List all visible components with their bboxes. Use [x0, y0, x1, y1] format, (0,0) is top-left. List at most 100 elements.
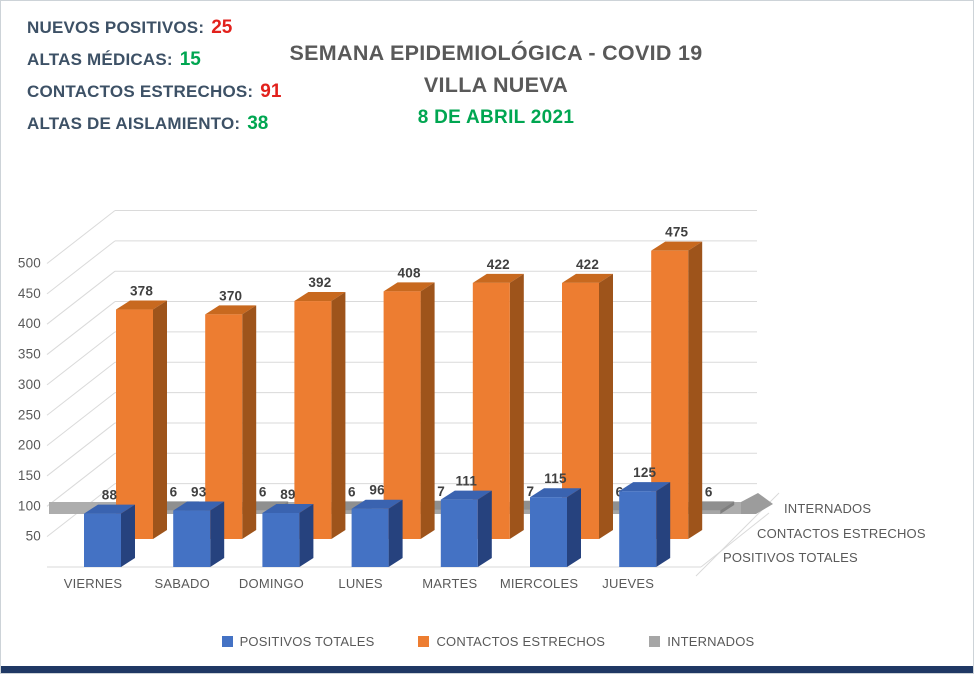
stat-value: 25: [211, 17, 233, 38]
bar-label-contactos-estrechos-domingo: 392: [308, 275, 331, 290]
bar-label-internados-jueves: 6: [705, 484, 713, 499]
stat-label: CONTACTOS ESTRECHOS:: [27, 82, 254, 101]
legend-swatch-gray: [649, 636, 661, 647]
bar-label-positivos-totales-domingo: 89: [280, 487, 295, 502]
x-axis-label: LUNES: [338, 576, 382, 591]
gridline-wall: [46, 301, 116, 355]
bar-positivos-totales-martes-side: [477, 490, 492, 567]
y-axis-tick: 300: [18, 377, 41, 392]
bar-contactos-estrechos-viernes-front: [116, 309, 153, 539]
gridline-wall: [46, 210, 116, 264]
bar-contactos-estrechos-domingo-top: [294, 292, 346, 302]
stat-value: 15: [179, 49, 201, 70]
bar-positivos-totales-lunes-front: [351, 508, 389, 567]
bar-contactos-estrechos-lunes-top: [383, 282, 435, 292]
bar-positivos-totales-miercoles-front: [530, 497, 567, 567]
legend-swatch-blue: [221, 636, 233, 647]
bar-positivos-totales-domingo-front: [262, 512, 300, 567]
bar-positivos-totales-domingo-side: [299, 503, 314, 567]
bar-positivos-totales-lunes-side: [388, 499, 403, 567]
bar-positivos-totales-miercoles-top: [530, 488, 581, 498]
bar-label-positivos-totales-lunes: 96: [369, 483, 385, 498]
x-axis-label: DOMINGO: [239, 576, 304, 591]
y-axis-tick: 450: [18, 286, 41, 301]
stat-value: 38: [247, 113, 269, 134]
bar-contactos-estrechos-jueves-side: [688, 241, 703, 540]
stat-value: 91: [260, 81, 282, 102]
bar-contactos-estrechos-sabado-side: [242, 305, 257, 539]
bar-contactos-estrechos-domingo-front: [294, 301, 332, 539]
bar-label-contactos-estrechos-jueves: 475: [665, 225, 688, 240]
bar-positivos-totales-viernes-top: [84, 504, 135, 514]
page-title: SEMANA EPIDEMIOLÓGICA - COVID 19: [289, 41, 703, 65]
gridline-wall: [46, 422, 116, 477]
bar-positivos-totales-martes-front: [440, 499, 478, 567]
depth-axis-label: CONTACTOS ESTRECHOS: [757, 526, 926, 541]
bar-positivos-totales-viernes-front: [84, 513, 121, 567]
x-axis-label: VIERNES: [64, 576, 123, 591]
bar-label-internados-martes: 7: [526, 484, 534, 499]
bar-contactos-estrechos-miercoles-side: [599, 273, 613, 539]
legend-item-positivos-totales: POSITIVOS TOTALES: [221, 634, 375, 649]
bar-internados-jueves-side: [720, 501, 735, 514]
page-subtitle: VILLA NUEVA: [423, 73, 569, 97]
back-floor-band-cap: [741, 493, 773, 514]
bar-positivos-totales-martes-top: [440, 490, 492, 500]
x-axis-label: MARTES: [422, 576, 477, 591]
stat-altas-medicas: ALTAS MÉDICAS: 15: [27, 49, 281, 71]
bar-label-contactos-estrechos-viernes: 378: [130, 284, 153, 299]
chart-legend: POSITIVOS TOTALES CONTACTOS ESTRECHOS IN…: [1, 634, 973, 649]
bar-positivos-totales-sabado-front: [173, 510, 211, 567]
y-axis-tick: 500: [18, 256, 41, 271]
y-axis-tick: 200: [18, 438, 41, 453]
gridline-wall: [46, 392, 116, 446]
report-date: 8 DE ABRIL 2021: [417, 107, 575, 128]
legend-item-contactos-estrechos: CONTACTOS ESTRECHOS: [418, 634, 605, 649]
bar-contactos-estrechos-martes-top: [472, 273, 524, 283]
bar-positivos-totales-domingo-top: [262, 503, 314, 513]
stat-altas-aislamiento: ALTAS DE AISLAMIENTO: 38: [27, 113, 281, 135]
y-axis-tick: 50: [26, 529, 41, 544]
floor-right-edge: [700, 512, 770, 568]
gridline-wall: [46, 331, 116, 386]
bar-positivos-totales-lunes-top: [351, 499, 403, 509]
legend-label: INTERNADOS: [667, 634, 755, 649]
bar-label-contactos-estrechos-martes: 422: [487, 257, 510, 272]
bar-label-internados-viernes: 6: [170, 484, 178, 499]
bar-positivos-totales-jueves-side: [656, 482, 671, 567]
x-axis-label: JUEVES: [602, 576, 654, 591]
bar-label-contactos-estrechos-sabado: 370: [219, 288, 242, 303]
stat-nuevos-positivos: NUEVOS POSITIVOS: 25: [27, 17, 281, 39]
depth-axis-label: INTERNADOS: [784, 501, 871, 516]
bar-contactos-estrechos-viernes-top: [116, 300, 167, 310]
legend-label: CONTACTOS ESTRECHOS: [436, 634, 606, 649]
x-axis-label: MIERCOLES: [500, 576, 579, 591]
legend-item-internados: INTERNADOS: [649, 634, 754, 649]
gridline-wall: [46, 240, 116, 295]
y-axis-tick: 100: [18, 498, 41, 513]
bar-contactos-estrechos-viernes-side: [153, 300, 167, 539]
bottom-accent-bar: [1, 666, 973, 673]
bar-positivos-totales-jueves-front: [619, 491, 657, 567]
bar-positivos-totales-viernes-side: [121, 504, 135, 567]
bar-label-positivos-totales-miercoles: 115: [544, 471, 567, 486]
gridline-wall: [46, 452, 116, 507]
bar-contactos-estrechos-jueves-top: [651, 241, 703, 251]
bar-label-internados-domingo: 6: [348, 484, 356, 499]
bar-positivos-totales-sabado-side: [210, 501, 225, 567]
legend-swatch-orange: [418, 636, 430, 647]
depth-axis-label: POSITIVOS TOTALES: [723, 550, 858, 565]
bar-label-internados-lunes: 7: [437, 484, 445, 499]
bar-label-positivos-totales-jueves: 125: [633, 465, 656, 480]
legend-label: POSITIVOS TOTALES: [239, 634, 375, 649]
stat-label: ALTAS MÉDICAS:: [27, 50, 173, 69]
bar-contactos-estrechos-domingo-side: [331, 292, 346, 539]
bar-contactos-estrechos-sabado-top: [205, 305, 257, 315]
bar-contactos-estrechos-lunes-side: [420, 282, 435, 539]
stat-label: ALTAS DE AISLAMIENTO:: [27, 114, 241, 133]
x-axis-label: SABADO: [155, 576, 210, 591]
gridline-wall: [46, 361, 116, 416]
